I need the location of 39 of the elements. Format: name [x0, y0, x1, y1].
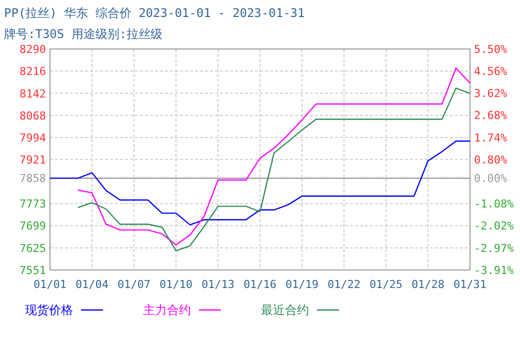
y2-tick-label: -2.97%: [474, 242, 514, 255]
x-tick-label: 01/10: [159, 278, 193, 291]
y2-tick-label: 2.68%: [474, 109, 508, 122]
y2-tick-label: 3.62%: [474, 87, 508, 100]
x-tick-label: 01/28: [411, 278, 445, 291]
y-tick-label: 8216: [20, 65, 46, 78]
x-tick-label: 01/31: [453, 278, 487, 291]
chart-title: PP(拉丝) 华东 综合价 2023-01-01 - 2023-01-31: [4, 6, 305, 20]
y-tick-label: 7773: [20, 198, 46, 211]
legend-label: 现货价格: [25, 303, 73, 317]
y-tick-label: 7699: [20, 220, 46, 233]
y2-tick-label: -2.02%: [474, 220, 514, 233]
y2-tick-label: 0.00%: [474, 172, 508, 186]
legend-label: 最近合约: [261, 303, 309, 317]
y2-tick-label: 0.80%: [474, 153, 508, 166]
y-tick-label: 7994: [20, 132, 46, 145]
y2-tick-label: -1.08%: [474, 198, 514, 211]
y-tick-label: 7551: [20, 264, 46, 277]
x-tick-label: 01/19: [285, 278, 319, 291]
line-series: [49, 140, 471, 226]
x-tick-label: 01/25: [369, 278, 403, 291]
legend-label: 主力合约: [143, 303, 191, 317]
x-tick-label: 01/13: [201, 278, 235, 291]
y2-tick-label: 5.50%: [474, 43, 508, 56]
x-tick-label: 01/07: [117, 278, 151, 291]
y-tick-label: 7921: [20, 153, 46, 166]
y2-tick-label: 4.56%: [474, 65, 508, 78]
x-tick-label: 01/04: [75, 278, 109, 291]
x-tick-label: 01/01: [33, 278, 67, 291]
x-tick-label: 01/16: [243, 278, 277, 291]
y-tick-label: 8142: [20, 87, 46, 100]
y-tick-label: 7858: [20, 172, 46, 186]
y-tick-label: 8068: [20, 109, 46, 122]
y2-tick-label: 1.74%: [474, 131, 508, 144]
chart-subtitle: 牌号:T30S 用途级别:拉丝级: [4, 27, 163, 41]
x-tick-label: 01/22: [327, 278, 361, 291]
y-tick-label: 7625: [20, 242, 46, 255]
y2-tick-label: -3.91%: [474, 264, 514, 277]
y-tick-label: 8290: [20, 43, 46, 56]
